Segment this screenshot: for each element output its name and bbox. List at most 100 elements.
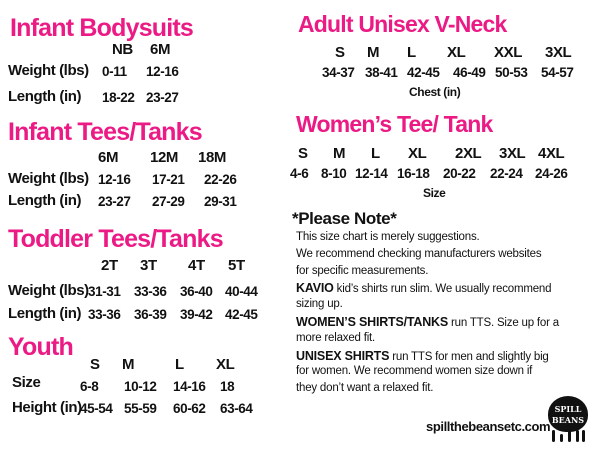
toddler_tees-size-header: 3T xyxy=(140,257,157,274)
womens_tee-title: Women’s Tee/ Tank xyxy=(296,111,493,137)
youth-cell: 14-16 xyxy=(173,379,206,394)
youth-cell: 55-59 xyxy=(124,401,157,416)
note-line: for women. We recommend women size down … xyxy=(296,366,532,378)
infant_tees-row-label: Weight (lbs) xyxy=(8,170,89,187)
infant_tees-cell: 12-16 xyxy=(98,172,131,187)
youth-cell: 10-12 xyxy=(124,379,157,394)
toddler_tees-cell: 42-45 xyxy=(225,307,258,322)
note-text: run TTS for men and slightly big xyxy=(389,350,549,363)
youth-size-header: XL xyxy=(216,356,235,373)
infant_tees-title: Infant Tees/Tanks xyxy=(8,118,203,146)
toddler_tees-row-label: Length (in) xyxy=(8,305,82,322)
toddler_tees-size-header: 2T xyxy=(101,257,118,274)
youth-cell: 63-64 xyxy=(220,401,253,416)
youth-cell: 60-62 xyxy=(173,401,206,416)
infant_bodysuits-title: Infant Bodysuits xyxy=(10,14,194,42)
infant_bodysuits-size-header: 6M xyxy=(150,41,171,58)
youth-cell: 45-54 xyxy=(80,401,113,416)
note-text: more relaxed fit. xyxy=(296,331,376,344)
womens_tee-size-header: 2XL xyxy=(455,145,482,162)
adult_unisex-measurement: 50-53 xyxy=(495,65,528,80)
youth-row-label: Height (in) xyxy=(12,399,82,416)
adult_unisex-measurement: 54-57 xyxy=(541,65,574,80)
adult_unisex-size-header: S xyxy=(335,44,345,61)
note-emphasis: WOMEN’S SHIRTS/TANKS xyxy=(296,315,449,329)
note-line: sizing up. xyxy=(296,298,343,311)
adult_unisex-title: Adult Unisex V-Neck xyxy=(298,11,507,37)
note-text: they don’t want a relaxed fit. xyxy=(296,382,434,395)
toddler_tees-cell: 33-36 xyxy=(88,307,121,322)
youth-size-header: M xyxy=(122,356,135,373)
adult_unisex-caption: Chest (in) xyxy=(409,85,461,99)
toddler_tees-cell: 40-44 xyxy=(225,284,258,299)
womens_tee-size-header: L xyxy=(371,145,380,162)
infant_tees-cell: 27-29 xyxy=(152,194,185,209)
toddler_tees-size-header: 4T xyxy=(188,257,205,274)
womens_tee-measurement: 16-18 xyxy=(397,166,430,181)
note-line: WOMEN’S SHIRTS/TANKS run TTS. Size up fo… xyxy=(296,316,559,330)
womens_tee-measurement: 20-22 xyxy=(443,166,476,181)
infant_tees-cell: 17-21 xyxy=(152,172,185,187)
toddler_tees-cell: 33-36 xyxy=(134,284,167,299)
note-line: We recommend checking manufacturers webs… xyxy=(296,247,542,261)
infant_bodysuits-row-label: Length (in) xyxy=(8,88,82,105)
note-line: for specific measurements. xyxy=(296,264,429,278)
womens_tee-measurement: 8-10 xyxy=(321,166,347,181)
adult_unisex-size-header: 3XL xyxy=(545,44,572,61)
note-text: for women. We recommend women size down … xyxy=(296,365,533,378)
adult_unisex-size-header: M xyxy=(367,44,380,61)
womens_tee-size-header: XL xyxy=(408,145,427,162)
infant_tees-cell: 23-27 xyxy=(98,194,131,209)
youth-title: Youth xyxy=(8,333,74,361)
infant_bodysuits-row-label: Weight (lbs) xyxy=(8,62,89,79)
womens_tee-size-header: 4XL xyxy=(538,145,565,162)
youth-cell: 6-8 xyxy=(80,379,99,394)
toddler_tees-cell: 36-40 xyxy=(180,284,213,299)
note-line: more relaxed fit. xyxy=(296,331,376,345)
adult_unisex-measurement: 42-45 xyxy=(407,65,440,80)
youth-row-label: Size xyxy=(12,374,41,391)
adult_unisex-measurement: 46-49 xyxy=(453,65,486,80)
infant_tees-cell: 29-31 xyxy=(204,194,237,209)
adult_unisex-measurement: 38-41 xyxy=(365,65,398,80)
womens_tee-measurement: 4-6 xyxy=(290,166,309,181)
note-line: KAVIO kid’s shirts run slim. We usually … xyxy=(296,281,552,296)
womens_tee-measurement: 22-24 xyxy=(490,166,523,181)
note-text: We recommend checking manufacturers webs… xyxy=(296,247,542,260)
infant_bodysuits-cell: 12-16 xyxy=(146,64,179,79)
toddler_tees-cell: 31-31 xyxy=(88,284,121,299)
note-text: This size chart is merely suggestions. xyxy=(296,231,480,243)
infant_tees-size-header: 18M xyxy=(198,149,226,166)
womens_tee-size-header: M xyxy=(333,145,346,162)
note-line: they don’t want a relaxed fit. xyxy=(296,382,434,395)
infant_bodysuits-cell: 18-22 xyxy=(102,90,135,105)
infant_bodysuits-cell: 23-27 xyxy=(146,90,179,105)
womens_tee-size-header: 3XL xyxy=(499,145,526,162)
adult_unisex-size-header: XXL xyxy=(494,44,522,61)
youth-size-header: L xyxy=(175,356,184,373)
note-text: for specific measurements. xyxy=(296,264,429,277)
note-text: sizing up. xyxy=(296,298,343,311)
youth-cell: 18 xyxy=(220,379,235,394)
infant_bodysuits-size-header: NB xyxy=(112,41,133,58)
infant_tees-size-header: 12M xyxy=(150,149,178,166)
toddler_tees-size-header: 5T xyxy=(228,257,245,274)
note-text: run TTS. Size up for a xyxy=(448,317,559,329)
toddler_tees-cell: 39-42 xyxy=(180,307,213,322)
spill-the-beans-logo: SPILL BEANS xyxy=(548,396,588,442)
infant_tees-size-header: 6M xyxy=(98,149,119,166)
note-emphasis: UNISEX SHIRTS xyxy=(296,348,390,363)
womens_tee-measurement: 12-14 xyxy=(355,166,388,181)
note-emphasis: KAVIO xyxy=(296,281,334,296)
toddler_tees-title: Toddler Tees/Tanks xyxy=(8,225,224,253)
youth-size-header: S xyxy=(90,356,100,373)
adult_unisex-size-header: XL xyxy=(447,44,466,61)
note-line: UNISEX SHIRTS run TTS for men and slight… xyxy=(296,348,549,364)
womens_tee-measurement: 24-26 xyxy=(535,166,568,181)
note-line: This size chart is merely suggestions. xyxy=(296,231,480,244)
womens_tee-caption: Size xyxy=(423,186,446,200)
please-note-heading: *Please Note* xyxy=(292,209,397,228)
adult_unisex-size-header: L xyxy=(407,44,416,61)
womens_tee-size-header: S xyxy=(298,145,308,162)
